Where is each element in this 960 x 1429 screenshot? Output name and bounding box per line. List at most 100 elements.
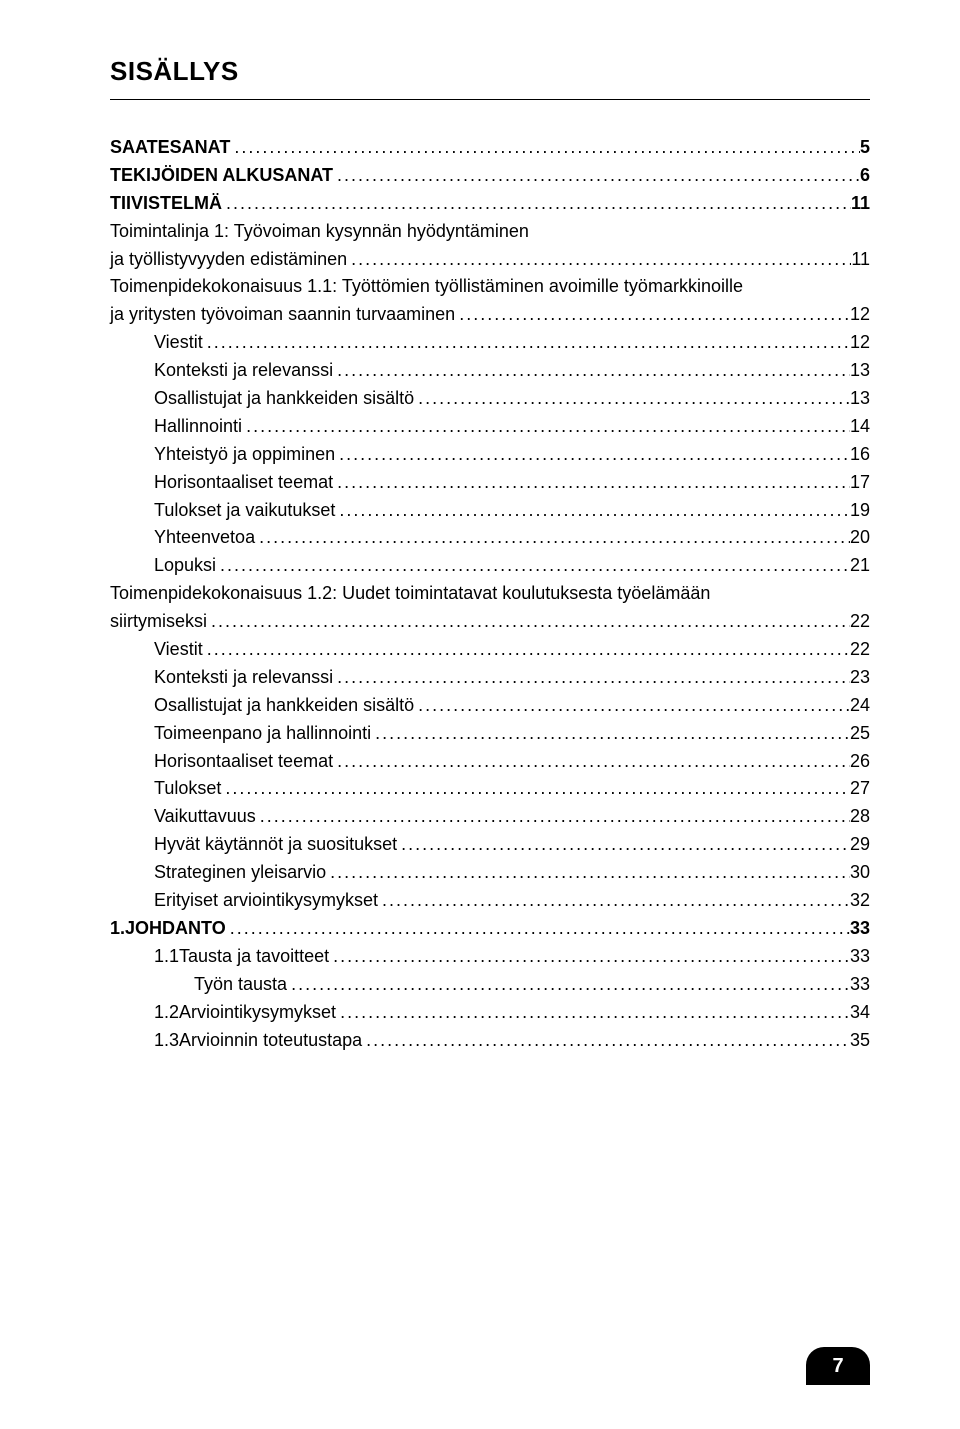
- toc-label: Tulokset ja vaikutukset: [154, 497, 335, 525]
- toc-label: Osallistujat ja hankkeiden sisältö: [154, 692, 414, 720]
- toc-row: Konteksti ja relevanssi23: [110, 664, 870, 692]
- toc-page: 6: [860, 162, 870, 190]
- toc-row: Työn tausta 33: [110, 971, 870, 999]
- toc-leader: [347, 246, 851, 274]
- toc-leader: [203, 329, 850, 357]
- toc-row: TEKIJÖIDEN ALKUSANAT 6: [110, 162, 870, 190]
- toc-leader: [335, 441, 850, 469]
- toc-page: 32: [850, 887, 870, 915]
- toc-row: Toimenpidekokonaisuus 1.2: Uudet toimint…: [110, 580, 870, 608]
- toc-label: siirtymiseksi: [110, 608, 207, 636]
- toc-page: 19: [850, 497, 870, 525]
- toc-label: Lopuksi: [154, 552, 216, 580]
- toc-number: 1.2: [154, 1002, 179, 1022]
- toc-row: 1.JOHDANTO33: [110, 915, 870, 943]
- page: SISÄLLYS SAATESANAT5TEKIJÖIDEN ALKUSANAT…: [0, 0, 960, 1429]
- toc-row: Tulokset 27: [110, 775, 870, 803]
- toc-leader: [256, 803, 850, 831]
- toc-label: Hallinnointi: [154, 413, 242, 441]
- toc-page: 21: [850, 552, 870, 580]
- toc-leader: [216, 552, 850, 580]
- toc-page: 25: [850, 720, 870, 748]
- toc-leader: [333, 162, 860, 190]
- toc-page: 5: [860, 134, 870, 162]
- toc-page: 34: [850, 999, 870, 1027]
- toc-row: 1.1Tausta ja tavoitteet33: [110, 943, 870, 971]
- page-number: 7: [832, 1355, 843, 1378]
- toc-label: Toimenpidekokonaisuus 1.2: Uudet toimint…: [110, 580, 710, 608]
- divider: [110, 99, 870, 100]
- toc-page: 12: [850, 329, 870, 357]
- toc-row: ja työllistyvyyden edistäminen 11: [110, 246, 870, 274]
- toc-row: Osallistujat ja hankkeiden sisältö 24: [110, 692, 870, 720]
- toc-leader: [362, 1027, 850, 1055]
- toc-label: Vaikuttavuus: [154, 803, 256, 831]
- toc-row: Viestit12: [110, 329, 870, 357]
- toc-row: Osallistujat ja hankkeiden sisältö13: [110, 385, 870, 413]
- toc-row: ja yritysten työvoiman saannin turvaamin…: [110, 301, 870, 329]
- toc-row: Hallinnointi14: [110, 413, 870, 441]
- toc-page: 16: [850, 441, 870, 469]
- toc-page: 23: [850, 664, 870, 692]
- toc-number: 1.1: [154, 946, 179, 966]
- toc-label: TEKIJÖIDEN ALKUSANAT: [110, 162, 333, 190]
- toc-row: Hyvät käytännöt ja suositukset 29: [110, 831, 870, 859]
- page-title: SISÄLLYS: [110, 56, 870, 87]
- toc-label: TIIVISTELMÄ: [110, 190, 222, 218]
- toc-leader: [333, 748, 850, 776]
- toc-leader: [230, 134, 860, 162]
- toc-label: Toimenpidekokonaisuus 1.1: Työttömien ty…: [110, 273, 743, 301]
- toc-label: Viestit: [154, 636, 203, 664]
- toc-page: 13: [850, 357, 870, 385]
- toc-label: Työn tausta: [194, 971, 287, 999]
- toc-page: 30: [850, 859, 870, 887]
- toc-row: Lopuksi 21: [110, 552, 870, 580]
- toc-row: Toimeenpano ja hallinnointi 25: [110, 720, 870, 748]
- toc-label: ja työllistyvyyden edistäminen: [110, 246, 347, 274]
- toc-label: Yhteistyö ja oppiminen: [154, 441, 335, 469]
- toc-page: 17: [850, 469, 870, 497]
- toc-row: siirtymiseksi22: [110, 608, 870, 636]
- toc-row: Tulokset ja vaikutukset 19: [110, 497, 870, 525]
- toc-leader: [333, 357, 850, 385]
- toc-leader: [455, 301, 850, 329]
- toc-leader: [414, 692, 850, 720]
- toc-row: Viestit22: [110, 636, 870, 664]
- toc-label: Hyvät käytännöt ja suositukset: [154, 831, 397, 859]
- toc-row: SAATESANAT 5: [110, 134, 870, 162]
- toc-leader: [397, 831, 850, 859]
- toc-page: 20: [850, 524, 870, 552]
- toc-label: SAATESANAT: [110, 134, 230, 162]
- toc-label: Toimeenpano ja hallinnointi: [154, 720, 371, 748]
- toc-row: Yhteenvetoa20: [110, 524, 870, 552]
- toc-row: Konteksti ja relevanssi 13: [110, 357, 870, 385]
- page-number-badge: 7: [806, 1347, 870, 1385]
- toc-page: 24: [850, 692, 870, 720]
- toc-leader: [242, 413, 850, 441]
- toc-row: Yhteistyö ja oppiminen 16: [110, 441, 870, 469]
- toc-label: 1.3Arvioinnin toteutustapa: [154, 1027, 362, 1055]
- toc-page: 27: [850, 775, 870, 803]
- toc-row: TIIVISTELMÄ11: [110, 190, 870, 218]
- toc-row: Toimintalinja 1: Työvoiman kysynnän hyöd…: [110, 218, 870, 246]
- toc-leader: [371, 720, 850, 748]
- toc-label: Konteksti ja relevanssi: [154, 357, 333, 385]
- toc-label: Strateginen yleisarvio: [154, 859, 326, 887]
- toc-leader: [226, 915, 850, 943]
- toc-label: 1.JOHDANTO: [110, 915, 226, 943]
- toc-label: 1.2Arviointikysymykset: [154, 999, 336, 1027]
- toc-page: 28: [850, 803, 870, 831]
- toc-page: 33: [850, 971, 870, 999]
- toc-row: Vaikuttavuus 28: [110, 803, 870, 831]
- toc-leader: [335, 497, 850, 525]
- toc-leader: [378, 887, 850, 915]
- toc-page: 29: [850, 831, 870, 859]
- toc-row: Horisontaaliset teemat26: [110, 748, 870, 776]
- toc-label: Tulokset: [154, 775, 221, 803]
- toc-number: 1.3: [154, 1030, 179, 1050]
- toc-row: Horisontaaliset teemat17: [110, 469, 870, 497]
- table-of-contents: SAATESANAT5TEKIJÖIDEN ALKUSANAT6TIIVISTE…: [110, 134, 870, 1054]
- toc-page: 11: [851, 246, 870, 274]
- toc-leader: [333, 469, 850, 497]
- toc-label: 1.1Tausta ja tavoitteet: [154, 943, 329, 971]
